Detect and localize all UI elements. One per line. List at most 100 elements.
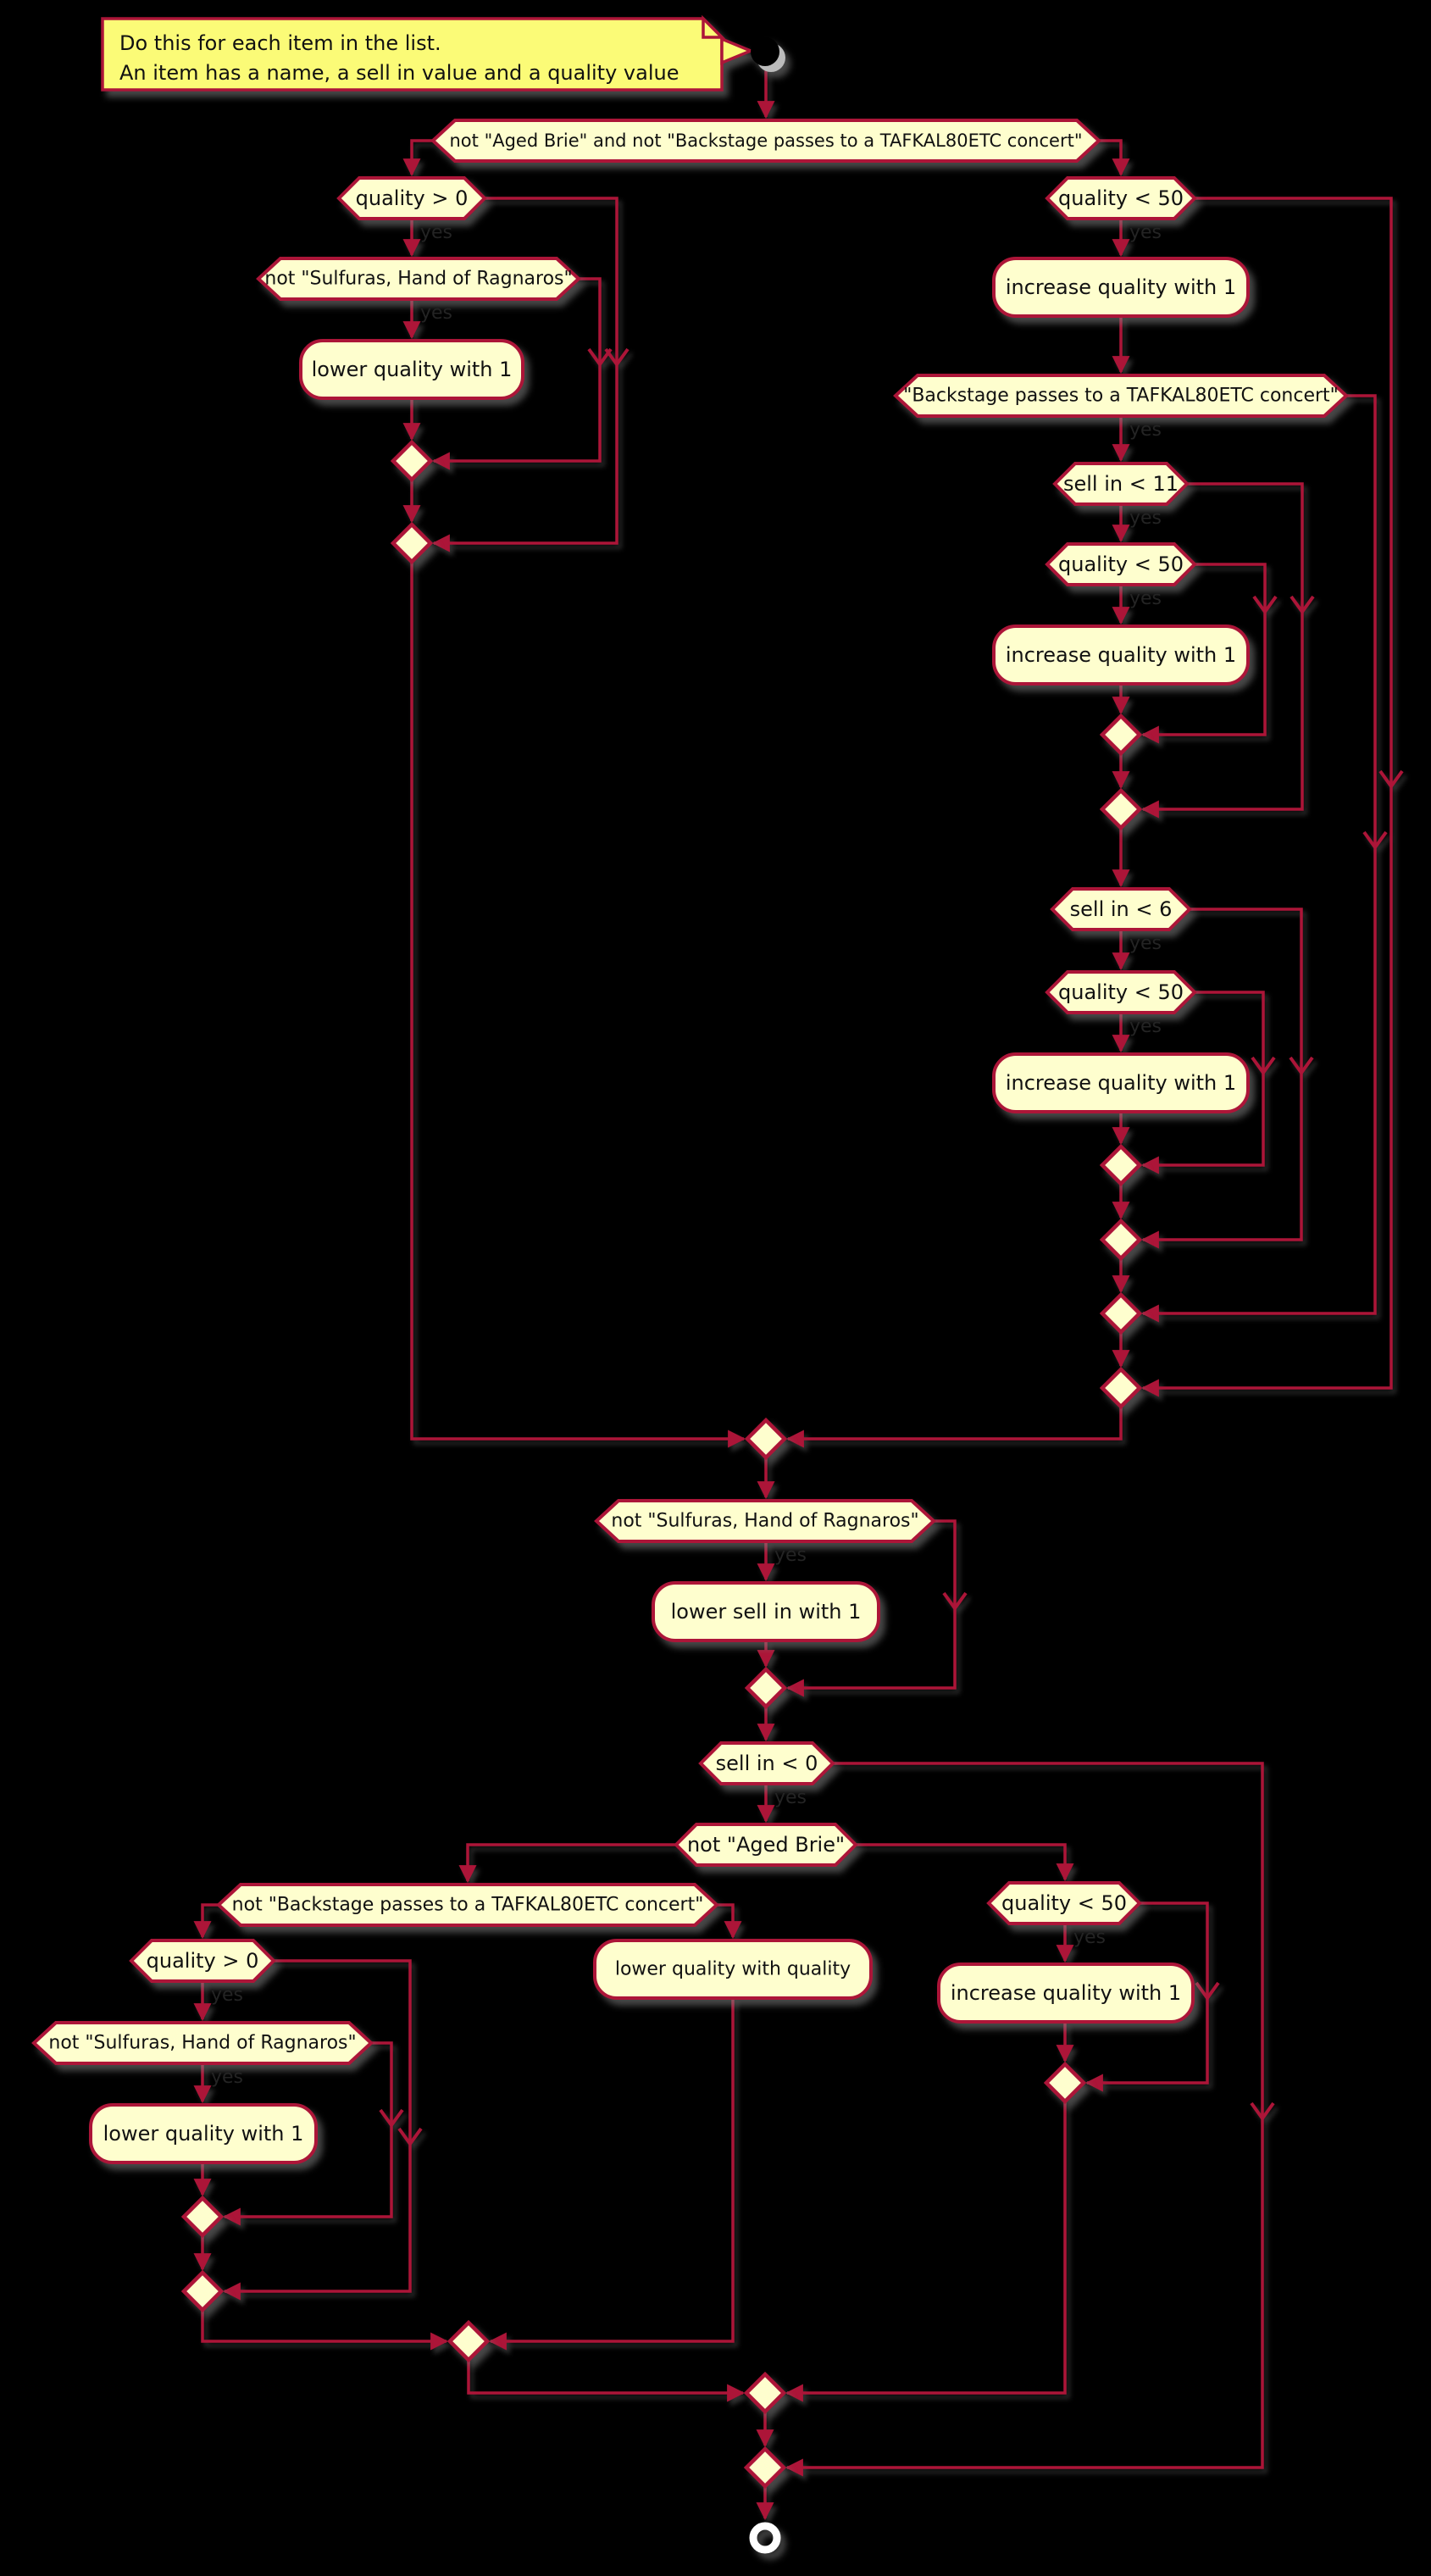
- merge-diamond: [180, 2195, 225, 2239]
- edge-label-yes: yes: [420, 222, 453, 243]
- label-quality-gt-0: quality > 0: [355, 186, 469, 210]
- label-lower-sell-in: lower sell in with 1: [670, 1600, 862, 1624]
- merge-diamond: [180, 2269, 225, 2313]
- label-quality-lt-50-bottom: quality < 50: [1001, 1891, 1128, 1915]
- decision-not-aged-brie: [674, 1823, 858, 1867]
- edge-sulfb-no: [222, 2041, 393, 2226]
- edge-label-yes: yes: [1129, 508, 1162, 529]
- merge-diamond: [1099, 713, 1143, 757]
- edge-label-yes: yes: [1073, 1927, 1107, 1948]
- label-not-backstage: not "Backstage passes to a TAFKAL80ETC c…: [231, 1894, 704, 1916]
- edge-label-yes: yes: [211, 2067, 244, 2088]
- edge-right-to-bigmerge: [785, 1407, 1123, 1448]
- chevron-icon: [1250, 2101, 1275, 2122]
- label-lower-quality-1: lower quality with 1: [311, 358, 513, 381]
- merge-diamond: [744, 1666, 788, 1710]
- flow-edges: [193, 68, 1404, 2521]
- edge-qgt0b-no: [222, 1959, 412, 2301]
- edge-sulfmid-no: [785, 1519, 957, 1697]
- edge-notback-no: [717, 1903, 742, 1940]
- label-increase-quality-bottom: increase quality with 1: [950, 1981, 1182, 2005]
- label-not-aged-brie: not "Aged Brie": [686, 1833, 846, 1857]
- merge-diamond: [1099, 1143, 1143, 1187]
- activity-lower-sell-in: [652, 1581, 880, 1642]
- decision-quality-lt-50-1: [1045, 176, 1197, 220]
- activity-increase-quality-1: [992, 257, 1250, 318]
- chevron-icon: [379, 2108, 404, 2129]
- label-quality-gt-0-bottom: quality > 0: [146, 1949, 259, 1973]
- decision-sell-in-lt-0: [698, 1741, 835, 1785]
- label-increase-quality-3: increase quality with 1: [1005, 1071, 1237, 1095]
- decision-not-sulfuras-bottom: [31, 2021, 374, 2065]
- activity-increase-quality-2: [992, 625, 1250, 686]
- decision-quality-gt-0-bottom: [129, 1939, 276, 1983]
- label-quality-lt-50-3: quality < 50: [1057, 980, 1184, 1004]
- merge-diamond: [1099, 787, 1143, 831]
- decision-not-brie-not-backstage: [430, 119, 1101, 163]
- merge-diamond: [390, 521, 434, 565]
- edge-b2-to-w: [201, 2310, 449, 2351]
- activity-lower-quality-quality: [593, 1939, 873, 2000]
- chevron-icon: [942, 1591, 968, 1612]
- activity-increase-quality-bottom: [937, 1963, 1195, 2024]
- decision-quality-gt-0: [336, 176, 487, 220]
- decision-sell-in-lt-6: [1050, 887, 1192, 931]
- merge-diamond: [1099, 1291, 1143, 1335]
- merge-diamond: [1099, 1218, 1143, 1262]
- edge-main-no: [1099, 139, 1130, 177]
- edge-nab-yes: [458, 1843, 676, 1884]
- label-lower-quality-quality: lower quality with quality: [614, 1958, 851, 1980]
- edge-w-to-p1: [467, 2360, 746, 2402]
- label-sell-in-lt-6: sell in < 6: [1069, 897, 1173, 921]
- edge-label-yes: yes: [420, 303, 453, 324]
- decision-backstage-passes: [893, 374, 1349, 418]
- activity-lower-quality-1: [299, 339, 524, 400]
- edge-label-yes: yes: [1129, 1016, 1162, 1037]
- end-node: [749, 2522, 781, 2554]
- edge-qlt50a-no: [1140, 197, 1393, 1397]
- decision-not-sulfuras: [256, 257, 581, 301]
- edge-label-yes: yes: [774, 1545, 807, 1566]
- merge-diamond-main: [744, 1417, 788, 1461]
- activity-increase-quality-3: [992, 1052, 1250, 1113]
- chevron-icon: [587, 347, 613, 368]
- edge-qlt50c-no: [1140, 991, 1265, 1174]
- chevron-icon: [1195, 1981, 1220, 2001]
- edge-qgt0-no: [431, 197, 618, 552]
- chevron-icon: [1251, 1056, 1276, 1076]
- chevron-icon: [1290, 595, 1315, 615]
- edge-nab-no: [856, 1843, 1074, 1882]
- label-sell-in-lt-0: sell in < 0: [715, 1752, 818, 1775]
- note-line-1: Do this for each item in the list.: [119, 31, 441, 55]
- edge-sell0-no: [785, 1762, 1264, 2477]
- merge-diamond: [1099, 1366, 1143, 1410]
- label-not-sulfuras-bottom: not "Sulfuras, Hand of Ragnaros": [48, 2032, 357, 2054]
- note-line-2: An item has a name, a sell in value and …: [119, 61, 679, 85]
- chevron-icon: [1378, 769, 1404, 790]
- chevron-icon: [1252, 595, 1278, 615]
- chevron-icon: [604, 347, 630, 368]
- edge-label-yes: yes: [1129, 588, 1162, 609]
- edge-left-to-bigmerge: [410, 562, 746, 1448]
- label-backstage-passes: "Backstage passes to a TAFKAL80ETC conce…: [903, 385, 1339, 407]
- label-not-sulfuras: not "Sulfuras, Hand of Ragnaros": [264, 268, 573, 290]
- label-increase-quality-2: increase quality with 1: [1005, 643, 1237, 667]
- note-fold-icon: [702, 14, 726, 39]
- label-increase-quality-1: increase quality with 1: [1005, 275, 1237, 299]
- edge-sulfuras-no: [431, 277, 602, 470]
- decision-sell-in-lt-11: [1052, 462, 1190, 506]
- chevron-icon: [397, 2127, 423, 2147]
- edge-qlt50d-no: [1084, 1901, 1209, 2092]
- edge-r-to-p1: [785, 2101, 1067, 2402]
- edge-main-yes: [402, 139, 433, 177]
- edge-sell11-no: [1140, 482, 1304, 819]
- edge-qlt50b-no: [1140, 563, 1267, 744]
- label-quality-lt-50-1: quality < 50: [1057, 186, 1184, 210]
- edge-label-yes: yes: [1129, 419, 1162, 441]
- merge-diamond: [743, 2446, 787, 2490]
- decision-not-sulfuras-mid: [594, 1499, 936, 1543]
- edge-backstage-no: [1140, 394, 1377, 1323]
- merge-diamond: [446, 2319, 491, 2363]
